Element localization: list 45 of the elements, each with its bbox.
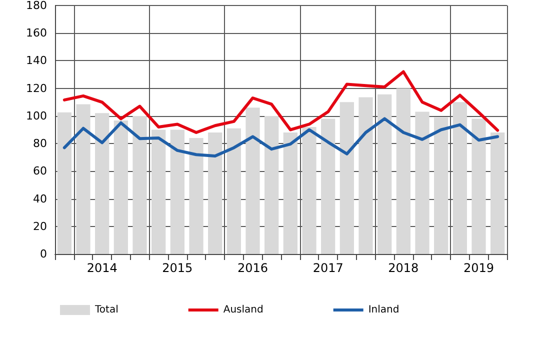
y-tick-label: 20: [33, 220, 47, 233]
bar: [76, 104, 90, 254]
x-tick-label: 2016: [237, 261, 268, 275]
line-series: [62, 70, 500, 134]
y-tick-label: 80: [33, 137, 47, 150]
bar: [226, 128, 241, 254]
bar: [283, 132, 298, 254]
y-tick-label: 140: [26, 54, 47, 68]
bar: [340, 102, 354, 254]
bar: [490, 132, 505, 254]
legend-label: Inland: [368, 304, 400, 316]
bar: [152, 130, 166, 254]
bar: [415, 112, 430, 254]
bar: [452, 102, 467, 254]
bar: [396, 88, 410, 254]
legend-label: Total: [94, 304, 118, 316]
bar: [264, 116, 279, 254]
bar: [170, 130, 184, 254]
x-tick-label: 2017: [312, 261, 344, 275]
bar: [302, 126, 316, 254]
x-tick-label: 2015: [162, 261, 193, 275]
bar: [378, 94, 392, 254]
bar: [57, 112, 72, 254]
bar: [434, 117, 448, 254]
y-tick-label: 0: [40, 248, 47, 260]
bar: [472, 118, 486, 254]
bar: [95, 113, 110, 254]
bar: [358, 97, 373, 254]
y-tick-label: 60: [33, 164, 47, 178]
bar: [114, 120, 128, 254]
bar: [246, 108, 260, 254]
y-tick-label: 120: [26, 82, 47, 95]
y-tick-label: 100: [26, 109, 47, 122]
x-tick-label: 2014: [86, 261, 118, 275]
y-tick-label: 180: [26, 0, 47, 12]
x-tick-label: 2019: [463, 261, 494, 275]
bar: [208, 132, 222, 254]
bar: [189, 138, 204, 254]
bar: [132, 116, 147, 254]
legend-label: Ausland: [223, 304, 264, 316]
y-tick-label: 40: [33, 192, 47, 206]
x-tick-label: 2018: [388, 261, 419, 275]
y-tick-label: 160: [26, 26, 47, 40]
line-series: [62, 117, 500, 158]
bar: [321, 118, 336, 254]
